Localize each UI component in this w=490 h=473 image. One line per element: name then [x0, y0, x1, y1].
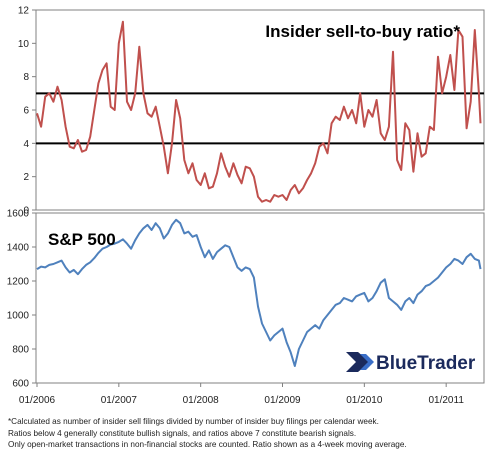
sp500-x-tick-label: 01/2009	[264, 395, 301, 406]
sp500-y-tick-label: 600	[12, 379, 29, 390]
footnote-line: Ratios below 4 generally constitute bull…	[8, 428, 357, 438]
ratio-y-tick-label: 4	[23, 139, 29, 150]
ratio-line	[36, 20, 482, 203]
ratio-y-tick-label: 6	[23, 106, 29, 117]
sp500-y-tick-label: 1000	[7, 311, 30, 322]
bluetrader-logo-text: BlueTrader	[376, 353, 476, 374]
sp500-y-axis: 600 800 1000 1200 1400 1600	[7, 209, 36, 390]
ratio-chart-title: Insider sell-to-buy ratio*	[265, 22, 460, 41]
ratio-y-tick-label: 10	[18, 39, 30, 50]
ratio-y-axis: 0 2 4 6 8 10 12	[18, 6, 36, 217]
footnote-line: *Calculated as number of insider sell fi…	[8, 417, 379, 426]
sp500-x-tick-label: 01/2010	[346, 395, 383, 406]
bluetrader-logo: BlueTrader	[346, 352, 476, 374]
footnotes: *Calculated as number of insider sell fi…	[8, 416, 486, 451]
sp500-x-tick-label: 01/2011	[428, 395, 464, 406]
sp500-x-tick-label: 01/2008	[183, 395, 220, 406]
sp500-y-tick-label: 1200	[7, 277, 30, 288]
sp500-x-tick-label: 01/2007	[101, 395, 138, 406]
ratio-series	[36, 20, 482, 203]
footnote-line: Only open-market transactions in non-fin…	[8, 440, 407, 449]
sp500-x-axis: 01/2006 01/2007 01/2008 01/2009 01/2010 01/20…	[19, 383, 464, 406]
sp500-x-tick-label: 01/2006	[19, 395, 56, 406]
sp500-y-tick-label: 800	[12, 345, 29, 356]
ratio-y-tick-label: 12	[18, 6, 30, 17]
sp500-chart-title: S&P 500	[48, 230, 116, 249]
sp500-line	[36, 218, 482, 367]
ratio-threshold-lines	[36, 92, 484, 145]
bluetrader-logo-mark	[346, 352, 374, 372]
ratio-y-tick-label: 0	[23, 206, 29, 217]
sp500-y-tick-label: 1400	[7, 243, 30, 254]
ratio-y-tick-label: 8	[23, 72, 29, 83]
ratio-y-tick-label: 2	[23, 172, 29, 183]
sp500-series	[36, 218, 482, 367]
sp500-plot-frame	[35, 212, 485, 384]
ratio-panel: 0 2 4 6 8 10 12 Insider sell-to-buy ratio*	[18, 6, 485, 217]
sp500-y-tick-label: 1600	[7, 209, 30, 220]
